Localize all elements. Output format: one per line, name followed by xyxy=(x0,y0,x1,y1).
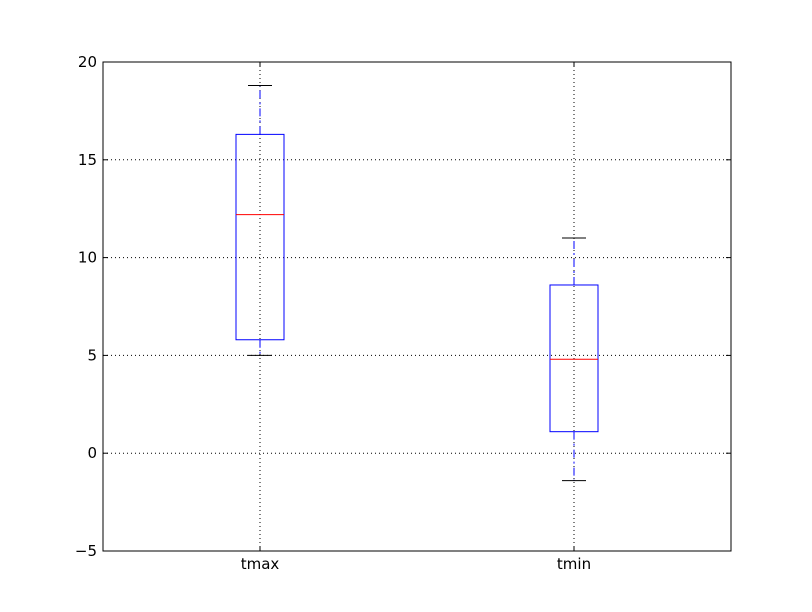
tick-layer: −5 0 5 10 15 20 tmax tmin xyxy=(75,53,731,573)
box-tmax xyxy=(235,84,285,356)
y-tick-label: −5 xyxy=(75,542,97,560)
box-layer xyxy=(235,84,599,482)
y-tick-label: 20 xyxy=(78,53,97,71)
y-tick-label: 10 xyxy=(78,249,97,267)
y-tick-label: 0 xyxy=(87,444,97,462)
x-tick-label: tmin xyxy=(557,555,591,573)
x-tick-label: tmax xyxy=(241,555,280,573)
iqr-box xyxy=(235,133,285,341)
iqr-box xyxy=(549,284,599,433)
grid-layer xyxy=(103,62,731,551)
box-tmin xyxy=(549,237,599,482)
y-tick-label: 15 xyxy=(78,151,97,169)
y-tick-label: 5 xyxy=(87,346,97,364)
plot-area-frame xyxy=(102,61,732,552)
